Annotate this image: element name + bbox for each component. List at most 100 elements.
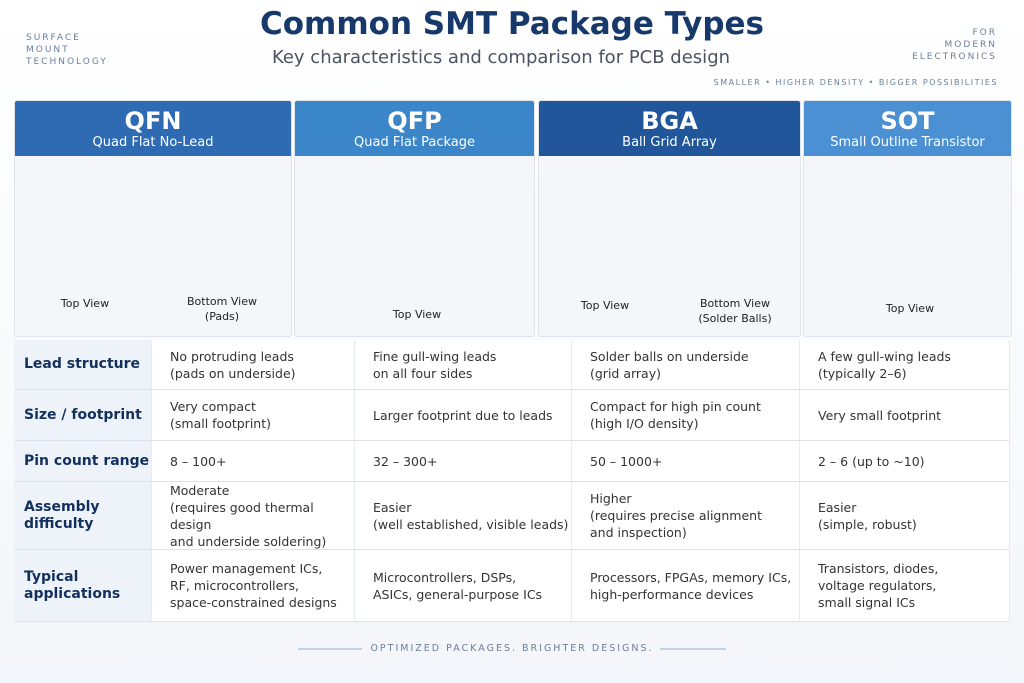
cell-line: Very compact xyxy=(170,399,256,414)
table-cell: Solder balls on underside (grid array) xyxy=(572,340,800,390)
cell-line: Larger footprint due to leads xyxy=(373,407,553,423)
cell-line: Power management ICs, xyxy=(170,561,323,576)
card-header: SOT Small Outline Transistor xyxy=(804,101,1011,156)
table-cell: A few gull-wing leads (typically 2–6) xyxy=(800,340,1010,390)
cell-line: 8 – 100+ xyxy=(170,453,227,469)
table-cell: Processors, FPGAs, memory ICs, high-perfo… xyxy=(572,550,800,622)
cell-line: Compact for high pin count xyxy=(590,399,761,414)
cell-line: Moderate xyxy=(170,482,230,498)
table-cell: Power management ICs, RF, microcontroller… xyxy=(152,550,355,622)
row-label: Assembly difficulty xyxy=(14,482,152,550)
corner-line: SURFACE xyxy=(26,33,81,43)
cell-line: Easier xyxy=(818,499,857,515)
package-name: SOT xyxy=(880,107,935,135)
package-card: QFN Quad Flat No-Lead xyxy=(14,100,292,337)
cell-line: (requires precise alignment xyxy=(590,508,762,523)
cell-line: on all four sides xyxy=(373,365,473,381)
table-cell: 50 – 1000+ xyxy=(572,441,800,482)
view-label-line: Top View xyxy=(392,308,442,321)
table-cell: 2 – 6 (up to ~10) xyxy=(800,441,1010,482)
table-cell: Compact for high pin count (high I/O dens… xyxy=(572,390,800,441)
table-cell: Microcontrollers, DSPs, ASICs, general-pu… xyxy=(355,550,572,622)
corner-line: TECHNOLOGY xyxy=(26,57,108,67)
corner-label: SURFACE MOUNT TECHNOLOGY xyxy=(26,32,108,68)
package-name: BGA xyxy=(641,107,698,135)
table-cell: 32 – 300+ xyxy=(355,441,572,482)
view-label: Bottom View (Solder Balls) xyxy=(675,296,795,326)
cell-line: Processors, FPGAs, memory ICs, xyxy=(590,569,792,585)
cell-line: small signal ICs xyxy=(818,595,916,610)
package-name: QFP xyxy=(387,107,442,135)
view-label-line: (Solder Balls) xyxy=(698,312,772,325)
package-full-name: Quad Flat No-Lead xyxy=(92,135,214,150)
view-label-line: (Pads) xyxy=(204,310,240,323)
cell-line: 2 – 6 (up to ~10) xyxy=(818,453,925,469)
package-card: BGA Ball Grid Array xyxy=(538,100,801,337)
table-cell: Easier (well established, visible leads) xyxy=(355,482,572,550)
package-card: SOT Small Outline Transistor xyxy=(803,100,1012,337)
table-cell: 8 – 100+ xyxy=(152,441,355,482)
package-name: QFN xyxy=(124,107,182,135)
view-label: Top View xyxy=(25,296,145,311)
table-cell: No protruding leads (pads on underside) xyxy=(152,340,355,390)
corner-line: ELECTRONICS xyxy=(912,52,997,62)
table-cell: Higher (requires precise alignment and ins… xyxy=(572,482,800,550)
view-label-line: Top View xyxy=(60,297,110,310)
cell-line: A few gull-wing leads xyxy=(818,348,951,364)
cell-line: (requires good thermal design xyxy=(170,499,314,532)
view-label: Bottom View (Pads) xyxy=(162,294,282,324)
table-cell: Larger footprint due to leads xyxy=(355,390,572,441)
corner-line: MOUNT xyxy=(26,45,70,55)
cell-line: voltage regulators, xyxy=(818,578,937,593)
cell-line: Transistors, diodes, xyxy=(818,561,939,576)
cell-line: high-performance devices xyxy=(590,586,754,602)
cell-line: (grid array) xyxy=(590,365,661,381)
table-cell: Easier (simple, robust) xyxy=(800,482,1010,550)
cell-line: (well established, visible leads) xyxy=(373,516,569,532)
cell-line: Easier xyxy=(373,499,412,515)
table-cell: Very small footprint xyxy=(800,390,1010,441)
cell-line: RF, microcontrollers, xyxy=(170,578,299,593)
table-cell: Fine gull-wing leads on all four sides xyxy=(355,340,572,390)
package-full-name: Small Outline Transistor xyxy=(830,135,985,150)
package-full-name: Quad Flat Package xyxy=(354,135,475,150)
cell-line: (typically 2–6) xyxy=(818,365,907,381)
view-label: Top View xyxy=(357,307,477,322)
cell-line: space-constrained designs xyxy=(170,595,337,610)
corner-label: FOR MODERN ELECTRONICS xyxy=(912,27,997,63)
table-cell: Very compact (small footprint) xyxy=(152,390,355,441)
footer: OPTIMIZED PACKAGES. BRIGHTER DESIGNS. xyxy=(370,643,654,654)
cell-line: Microcontrollers, DSPs, xyxy=(373,569,517,585)
cell-line: Fine gull-wing leads xyxy=(373,348,497,364)
cell-line: and inspection) xyxy=(590,525,687,540)
cell-line: Very small footprint xyxy=(818,407,942,423)
table-cell: Moderate (requires good thermal design and… xyxy=(152,482,355,550)
package-card: QFP Quad Flat Package xyxy=(294,100,535,337)
tagline: SMALLER • HIGHER DENSITY • BIGGER POSSIB… xyxy=(713,78,998,87)
card-header: QFN Quad Flat No-Lead xyxy=(15,101,291,156)
cell-line: No protruding leads xyxy=(170,348,294,364)
cell-line: Higher xyxy=(590,491,632,506)
view-label: Top View xyxy=(850,301,970,316)
row-label: Size / footprint xyxy=(14,390,152,441)
corner-line: MODERN xyxy=(944,40,997,50)
row-label: Pin count range xyxy=(14,441,152,482)
view-label-line: Top View xyxy=(885,302,935,315)
view-label-line: Bottom View xyxy=(700,297,770,310)
cell-line: 50 – 1000+ xyxy=(590,453,663,469)
view-label: Top View xyxy=(545,298,665,313)
subtitle: Key characteristics and comparison for P… xyxy=(271,47,731,68)
cell-line: ASICs, general-purpose ICs xyxy=(373,586,543,602)
table-cell: Transistors, diodes, voltage regulators, s… xyxy=(800,550,1010,622)
row-label: Lead structure xyxy=(14,340,152,390)
package-full-name: Ball Grid Array xyxy=(622,135,717,150)
cell-line: (high I/O density) xyxy=(590,416,699,431)
cell-line: (pads on underside) xyxy=(170,365,296,381)
cell-line: (small footprint) xyxy=(170,416,271,431)
card-header: BGA Ball Grid Array xyxy=(539,101,800,156)
cell-line: and underside soldering) xyxy=(170,533,327,549)
view-label-line: Top View xyxy=(580,299,630,312)
row-label: Typical applications xyxy=(14,550,152,622)
corner-line: FOR xyxy=(972,28,997,38)
